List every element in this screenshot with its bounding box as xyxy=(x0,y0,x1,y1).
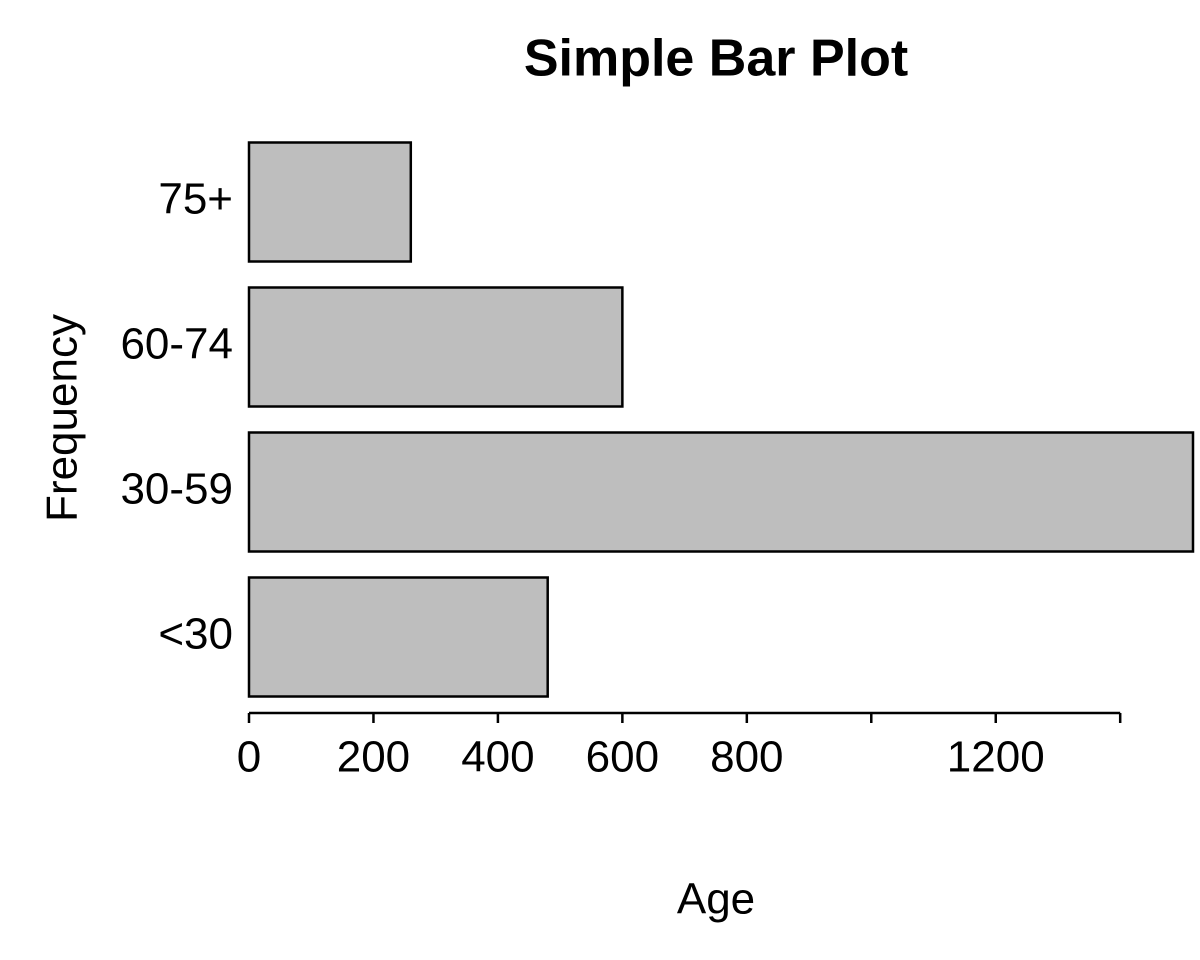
bar xyxy=(247,286,624,408)
x-axis-label: Age xyxy=(677,875,755,924)
x-tick-label: 0 xyxy=(237,733,261,782)
x-tick-label: 400 xyxy=(461,733,534,782)
bar xyxy=(247,431,1195,553)
bar xyxy=(247,576,549,698)
x-tick-label: 800 xyxy=(710,733,783,782)
y-tick-label: 60-74 xyxy=(120,320,233,369)
y-tick-label: 75+ xyxy=(158,175,233,224)
x-tick-label: 1200 xyxy=(947,733,1045,782)
y-axis-label: Frequency xyxy=(38,314,87,522)
y-tick-label: <30 xyxy=(158,610,233,659)
chart-title: Simple Bar Plot xyxy=(524,30,908,88)
bar xyxy=(247,141,413,263)
x-tick-label: 600 xyxy=(586,733,659,782)
y-tick-label: 30-59 xyxy=(120,465,233,514)
x-tick-label: 200 xyxy=(337,733,410,782)
